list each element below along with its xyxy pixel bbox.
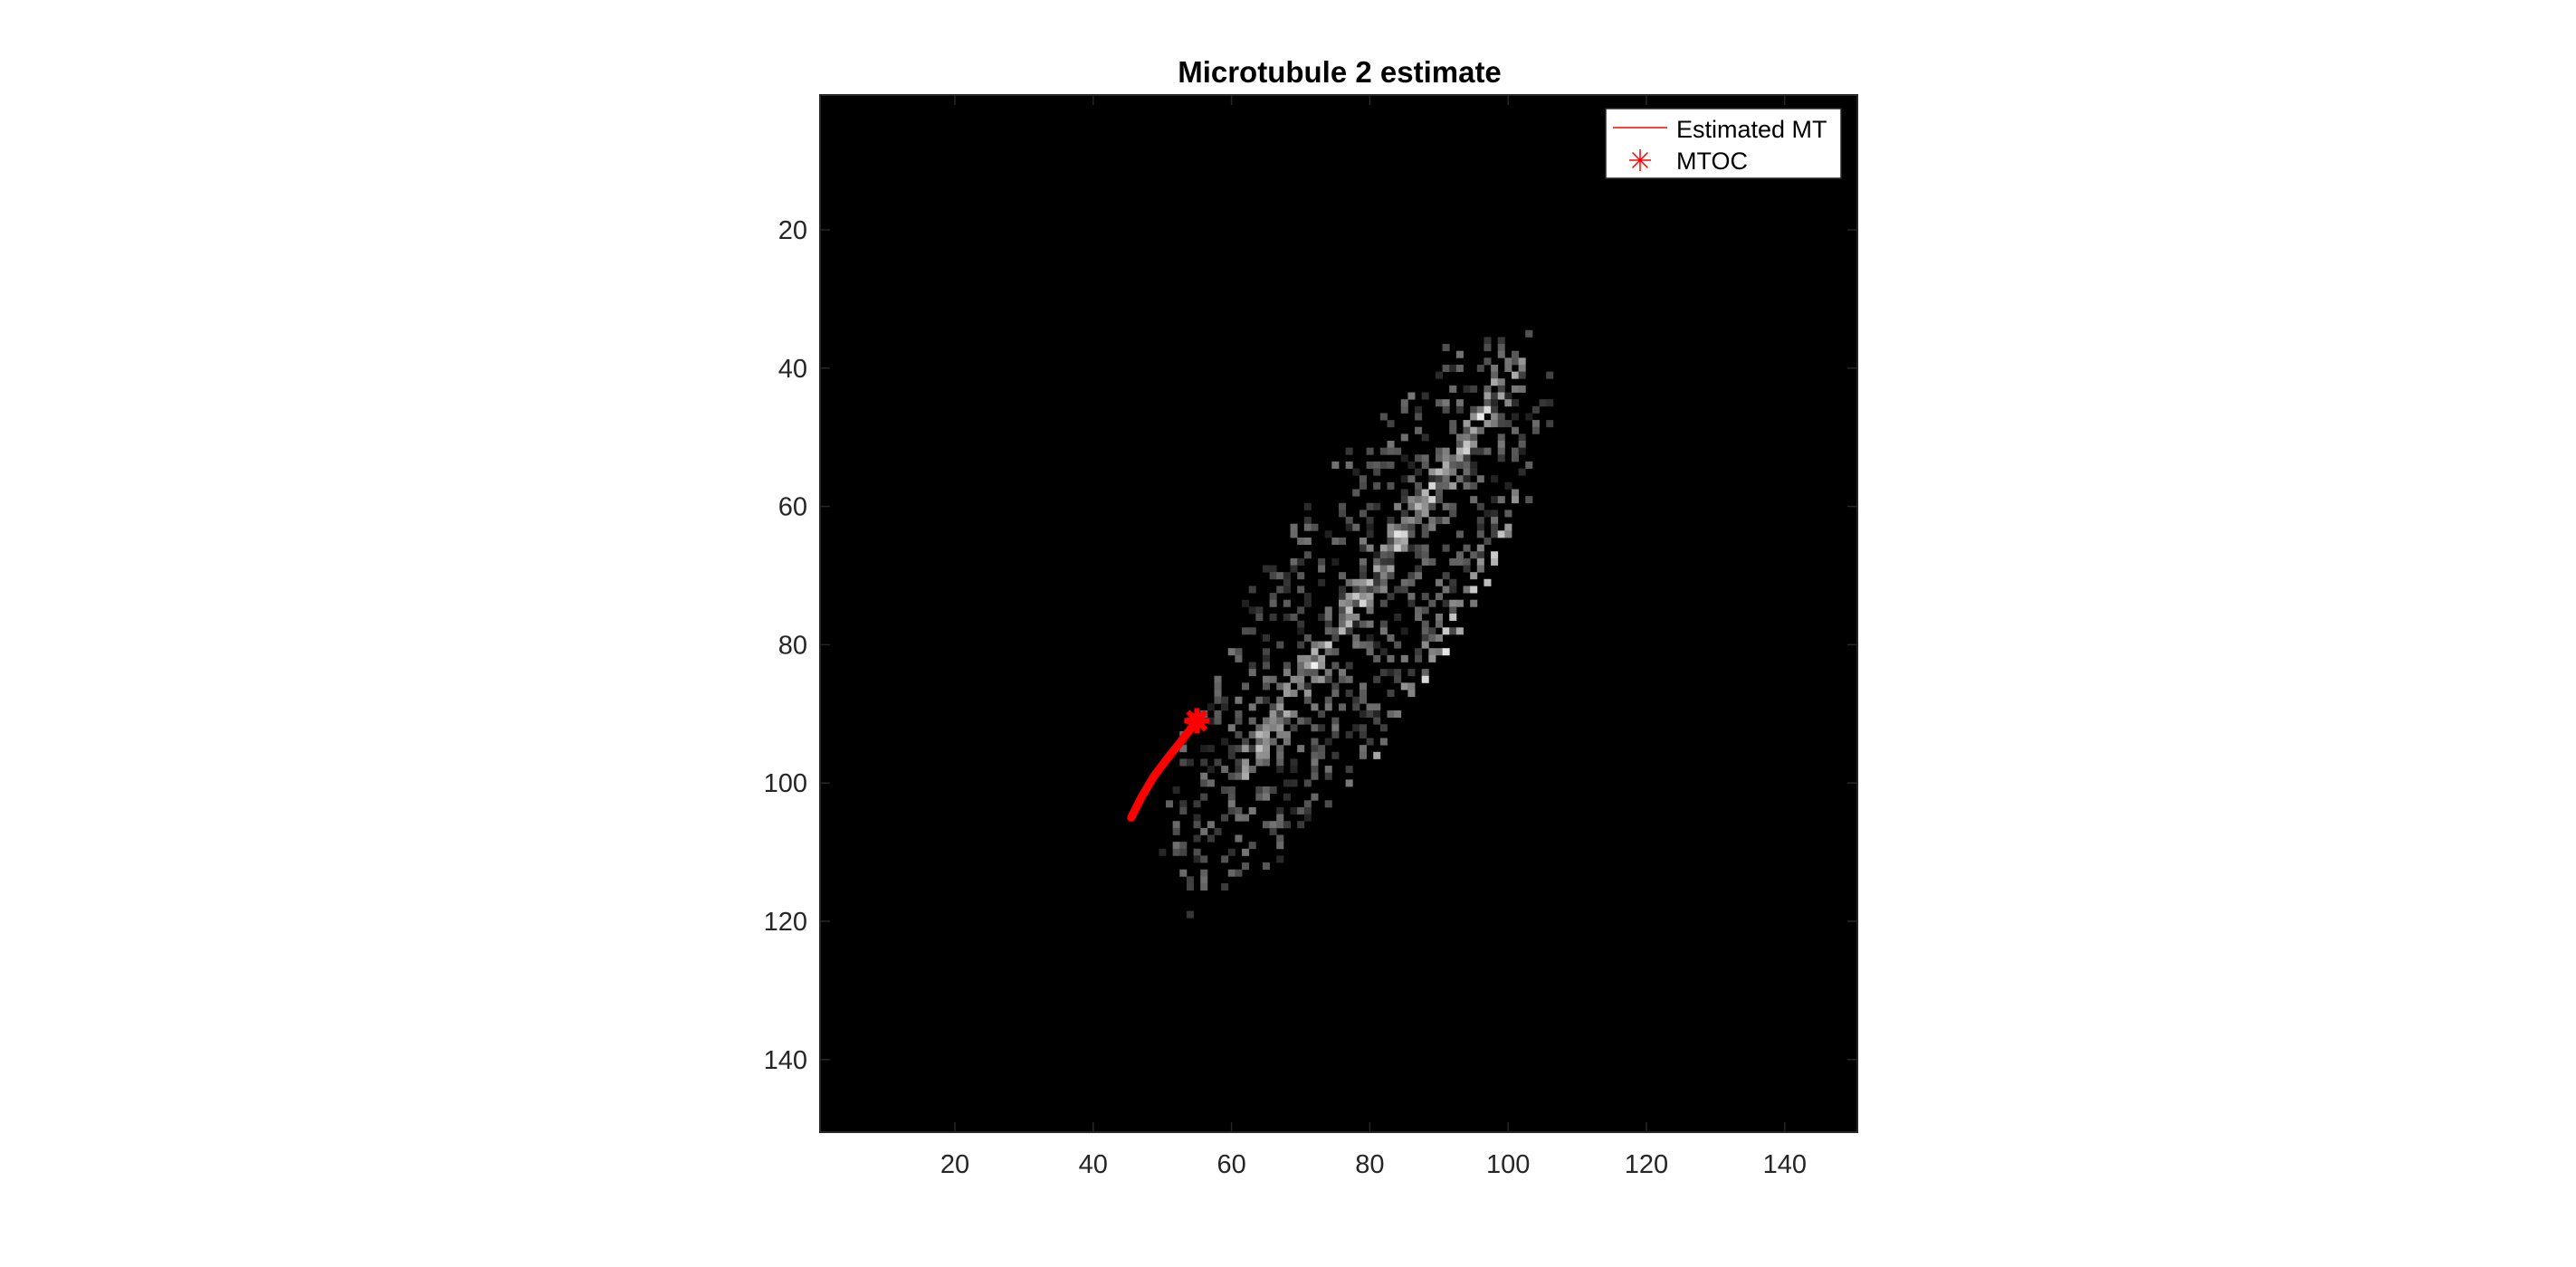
microscopy-image (1159, 329, 1554, 919)
y-axis: 20 40 60 80 100 120 140 (764, 216, 1857, 1075)
y-tick-label: 60 (778, 493, 807, 522)
y-tick-label: 120 (764, 908, 807, 937)
x-tick-label: 80 (1355, 1150, 1384, 1179)
legend: Estimated MT MTOC (1605, 108, 1842, 179)
legend-label-mtoc: MTOC (1676, 148, 1748, 175)
legend-box (1605, 108, 1842, 179)
legend-asterisk-swatch (1629, 149, 1651, 171)
y-tick-label: 20 (778, 216, 807, 245)
x-tick-label: 120 (1625, 1150, 1668, 1179)
mtoc-marker (1184, 708, 1210, 734)
x-tick-label: 60 (1216, 1150, 1245, 1179)
series-layer (1127, 708, 1210, 822)
chart-title: Microtubule 2 estimate (1178, 55, 1502, 89)
y-tick-label: 100 (764, 769, 807, 798)
x-tick-label: 100 (1486, 1150, 1530, 1179)
axes: 20 40 60 80 100 120 140 20 40 60 80 100 120 140 (764, 94, 1858, 1179)
legend-label-estimated-mt: Estimated MT (1676, 116, 1827, 143)
y-tick-label: 140 (764, 1046, 807, 1075)
x-tick-label: 140 (1763, 1150, 1807, 1179)
y-tick-label: 80 (778, 631, 807, 660)
y-tick-label: 40 (778, 355, 807, 384)
axes-box (819, 94, 1858, 1133)
x-tick-label: 40 (1079, 1150, 1108, 1179)
x-tick-label: 20 (940, 1150, 969, 1179)
x-axis: 20 40 60 80 100 120 140 (940, 95, 1807, 1179)
